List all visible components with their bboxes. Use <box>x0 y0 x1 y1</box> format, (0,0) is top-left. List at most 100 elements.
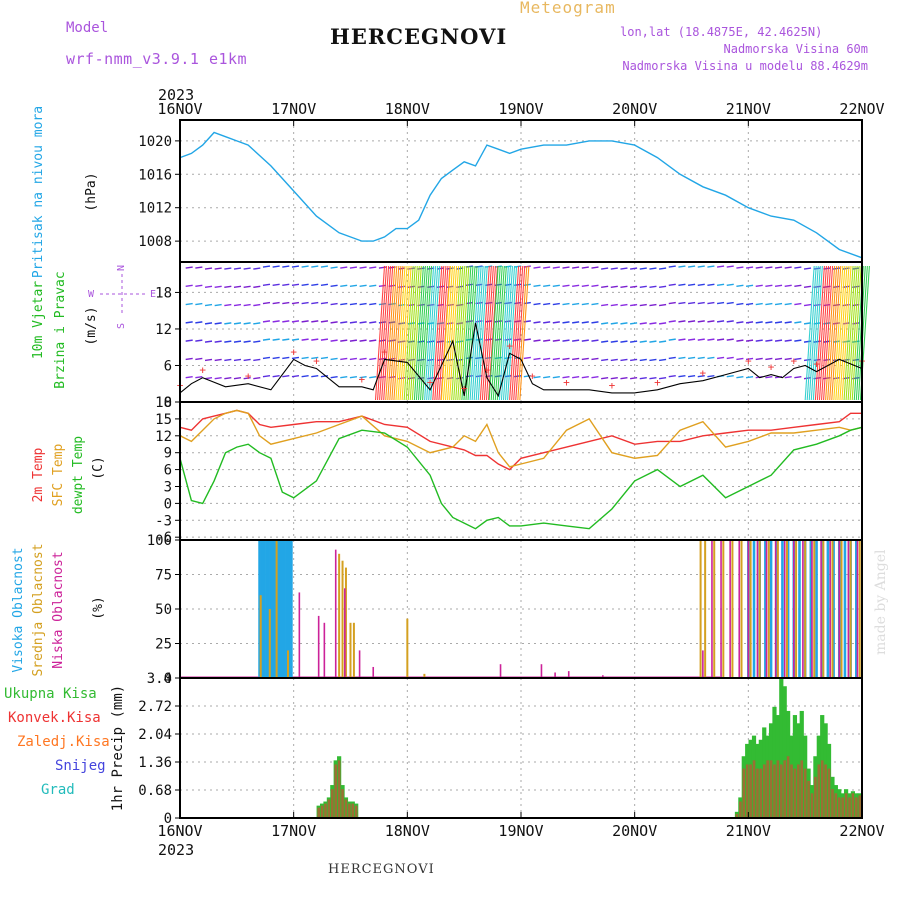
wind-arrow <box>349 302 358 306</box>
wind-arrow <box>301 320 309 323</box>
wind-arrow <box>687 265 696 268</box>
wind-band-stroke <box>517 265 528 401</box>
wind-arrow <box>494 338 502 341</box>
wind-arrow <box>552 284 560 288</box>
wind-arrow <box>794 357 802 361</box>
wind-arrow <box>253 376 261 380</box>
wind-arrow <box>765 284 773 288</box>
wind-arrow <box>736 302 744 306</box>
wind-arrow <box>813 358 821 362</box>
wind-arrow <box>591 357 599 361</box>
bottom-year-label: 2023 <box>158 841 194 859</box>
wind-arrow <box>204 267 213 270</box>
wind-arrow <box>340 357 348 361</box>
wind-arrow <box>224 285 232 289</box>
wind-arrow <box>340 321 348 324</box>
wind-arrow <box>716 265 725 268</box>
cloud-bar-2 <box>720 540 722 678</box>
product-label: Meteogram <box>520 0 616 17</box>
wind-arrow <box>620 303 628 307</box>
wind-gust-marker: + <box>529 370 536 383</box>
wind-arrow <box>620 285 628 289</box>
wind-band-stroke <box>509 265 520 401</box>
pressure-unit-label: (hPa) <box>84 172 99 211</box>
cloud-bar-2 <box>838 540 841 678</box>
cloud-tick-label: 75 <box>155 568 172 584</box>
wind-arrow <box>301 338 309 341</box>
wind-band-stroke <box>444 265 456 401</box>
cloud-bar-1 <box>804 540 807 678</box>
precip-bar-1 <box>331 789 334 818</box>
wind-band-stroke <box>393 265 404 401</box>
wind-arrow <box>591 302 599 306</box>
wind-speed-line <box>179 322 863 398</box>
wind-arrow <box>543 339 551 342</box>
cloud-bar-0 <box>290 540 293 678</box>
cloud-bar-0 <box>265 540 268 678</box>
wind-band-stroke <box>381 265 392 401</box>
wind-arrow <box>687 320 696 323</box>
wind-arrow <box>707 374 715 378</box>
wind-arrow <box>456 322 464 325</box>
wind-arrow <box>601 285 609 289</box>
wind-arrow <box>659 376 667 380</box>
wind-arrow <box>369 375 377 379</box>
precip-bar-0 <box>772 706 777 818</box>
wind-arrow <box>620 340 628 343</box>
cloud-bar-2 <box>829 540 831 678</box>
precip-bar-1 <box>327 799 331 818</box>
wind-band-stroke <box>469 265 480 401</box>
wind-band-stroke <box>413 265 424 401</box>
cloud-bar-1 <box>840 540 843 678</box>
wind-band-stroke <box>487 265 499 401</box>
wind-arrow <box>572 302 580 306</box>
cloud-bar-1 <box>795 540 798 678</box>
wind-band-stroke <box>475 265 486 401</box>
wind-arrow <box>330 321 338 324</box>
wind-arrow <box>726 374 734 378</box>
cloud-bar-2 <box>358 650 361 678</box>
precip-bar-1 <box>820 760 824 818</box>
wind-arrow <box>282 265 290 268</box>
wind-band-stroke <box>387 265 398 401</box>
cloud-bar-1 <box>713 540 716 678</box>
wind-arrow <box>745 302 754 306</box>
cloud-bar-1 <box>722 540 725 678</box>
wind-arrow <box>291 301 300 305</box>
wind-arrow <box>369 302 377 306</box>
wind-arrow <box>359 284 367 288</box>
wind-arrow <box>446 376 454 380</box>
wind-arrow <box>707 301 715 305</box>
precip-bar-1 <box>824 764 827 818</box>
wind-gust-marker: + <box>609 379 616 392</box>
wind-band-stroke <box>442 265 454 401</box>
wind-arrow <box>697 301 705 305</box>
precip-bar-1 <box>844 793 848 818</box>
precip-bar-1 <box>817 764 821 818</box>
compass-w: W <box>88 289 95 300</box>
wind-arrow <box>784 284 792 288</box>
precip-bar-1 <box>779 764 783 818</box>
dewpt-ylabel: dewpt Temp <box>71 436 86 514</box>
precip-tick-label: 0 <box>164 811 172 827</box>
wind-arrow <box>697 320 705 323</box>
wind-arrow <box>572 339 580 342</box>
wind-arrow <box>340 302 348 306</box>
wind-band-stroke <box>436 265 447 401</box>
wind-arrow <box>687 301 696 305</box>
wind-arrow <box>291 338 300 341</box>
wind-arrow <box>581 321 589 324</box>
wind-arrow <box>185 321 193 324</box>
pressure-tick-label: 1016 <box>138 167 172 183</box>
wind-band-stroke <box>502 265 514 401</box>
wind-band-stroke <box>453 265 464 401</box>
wind-arrow <box>359 375 367 379</box>
altitude-label: Nadmorska Visina 60m <box>723 42 869 56</box>
wind-arrow <box>668 301 676 305</box>
precip-legend-0: Ukupna Kisa <box>4 686 97 702</box>
wind-arrow <box>562 266 570 269</box>
wind-arrow <box>224 340 232 343</box>
wind-arrow <box>774 321 783 324</box>
cloud-bar-1 <box>406 618 409 678</box>
wind-arrow <box>639 267 647 270</box>
